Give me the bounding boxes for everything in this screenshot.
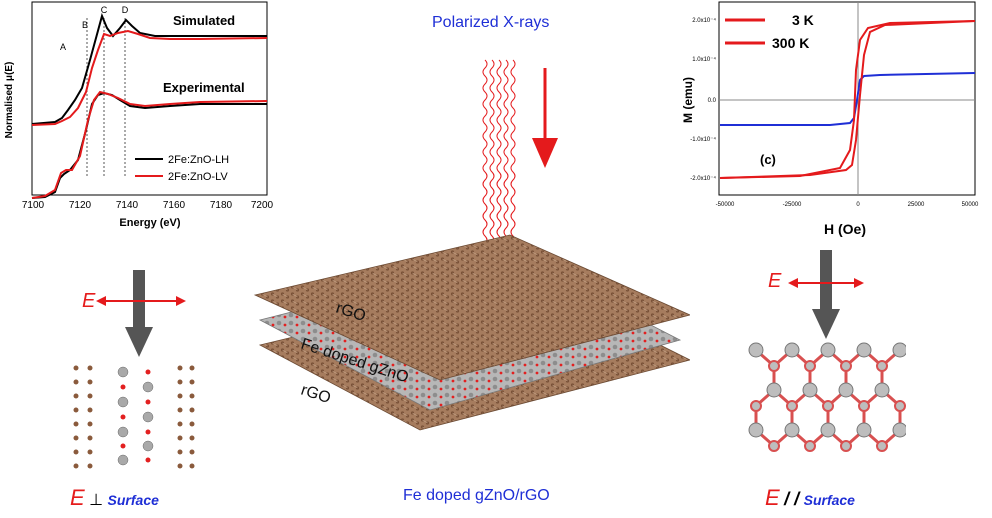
right-gray-arrow-shaft [820,250,832,312]
perpendicular-symbol: ⊥ [89,492,104,509]
xanes-svg: Normalised μ(E) 7100 7120 7140 7160 7180… [4,1,274,229]
left-polarization-diagram [96,270,186,357]
center-illustration: rGO Fe doped gZnO rGO [253,59,690,431]
mag-ytick: 0.0 [708,98,717,104]
left-surface-caption: E ⊥ Surface [70,485,159,511]
right-surface-caption: E / / Surface [765,485,855,511]
mag-xtick: -50000 [716,202,735,208]
mag-ytick: 1.0x10⁻⁴ [692,56,716,63]
left-atoms [73,365,195,469]
peak-label-d: D [122,5,129,15]
honeycomb-atoms [748,342,906,452]
sim-lv-curve [31,29,268,126]
mag-svg: 2.0x10⁻⁴ 1.0x10⁻⁴ 0.0 -1.0x10⁻⁴ -2.0x10⁻… [681,1,979,237]
exp-lh-curve [31,91,267,199]
left-caption-e: E [70,485,85,510]
layer-label-rgo-bottom: rGO [299,382,333,408]
mag-chart: 2.0x10⁻⁴ 1.0x10⁻⁴ 0.0 -1.0x10⁻⁴ -2.0x10⁻… [680,0,992,248]
xanes-xtick: 7160 [163,200,186,211]
right-e-symbol: E [768,270,782,292]
left-caption-surface: Surface [107,492,159,508]
right-honeycomb [748,342,906,452]
mag-xtick: 0 [856,202,860,208]
left-e-arrow-left [96,296,106,306]
simulated-label: Simulated [173,13,235,28]
experimental-label: Experimental [163,80,245,95]
xanes-ylabel: Normalised μ(E) [4,62,15,139]
right-polarization-diagram [788,250,864,339]
xray-arrowhead [532,138,558,168]
peak-label-b: B [82,20,88,30]
right-caption-surface: Surface [803,492,855,508]
mag-ylabel: M (emu) [681,77,695,123]
left-gray-arrowhead [125,327,153,357]
legend-label-3k: 3 K [792,12,814,28]
right-caption-e: E [765,485,780,510]
exp-lv-curve [31,90,268,199]
mag-xtick: 50000 [962,202,979,208]
mag-ytick: -1.0x10⁻⁴ [690,136,716,143]
xanes-plot-frame [31,1,268,196]
left-e-symbol: E [82,290,96,312]
right-e-arrow-right [854,278,864,288]
legend-label-300k: 300 K [772,35,809,51]
xanes-xtick: 7100 [22,200,45,211]
mag-xtick: 25000 [908,202,925,208]
left-e-arrow-right [176,296,186,306]
right-e-arrow-left [788,278,798,288]
mag-ytick: -2.0x10⁻⁴ [690,175,716,182]
xanes-xlabel: Energy (eV) [119,217,180,229]
peak-label-a: A [60,42,66,52]
xanes-xtick: 7180 [210,200,233,211]
curve-3k-lower [719,20,976,179]
polarized-xrays-label: Polarized X-rays [432,14,550,31]
mag-plot-frame [718,1,976,196]
right-gray-arrowhead [812,309,840,339]
mag-xlabel: H (Oe) [824,221,866,237]
left-atom-columns [73,365,195,469]
mag-xtick: -25000 [783,202,802,208]
xanes-xtick: 7200 [251,200,274,211]
legend-label-lv: 2Fe:ZnO-LV [168,171,228,183]
curve-300k [720,72,976,126]
mag-ytick: 2.0x10⁻⁴ [692,17,716,24]
curve-3k-upper [719,20,976,179]
peak-label-c: C [101,5,108,15]
structure-caption: Fe doped gZnO/rGO [403,487,550,504]
legend-label-lh: 2Fe:ZnO-LH [168,154,229,166]
rgo-layer-top [253,234,690,381]
panel-label: (c) [760,152,776,167]
xanes-chart: Normalised μ(E) 7100 7120 7140 7160 7180… [0,0,280,240]
xanes-xtick: 7140 [116,200,139,211]
xanes-xtick: 7120 [69,200,92,211]
sim-lh-curve [31,12,267,125]
parallel-symbol: / / [784,489,800,509]
